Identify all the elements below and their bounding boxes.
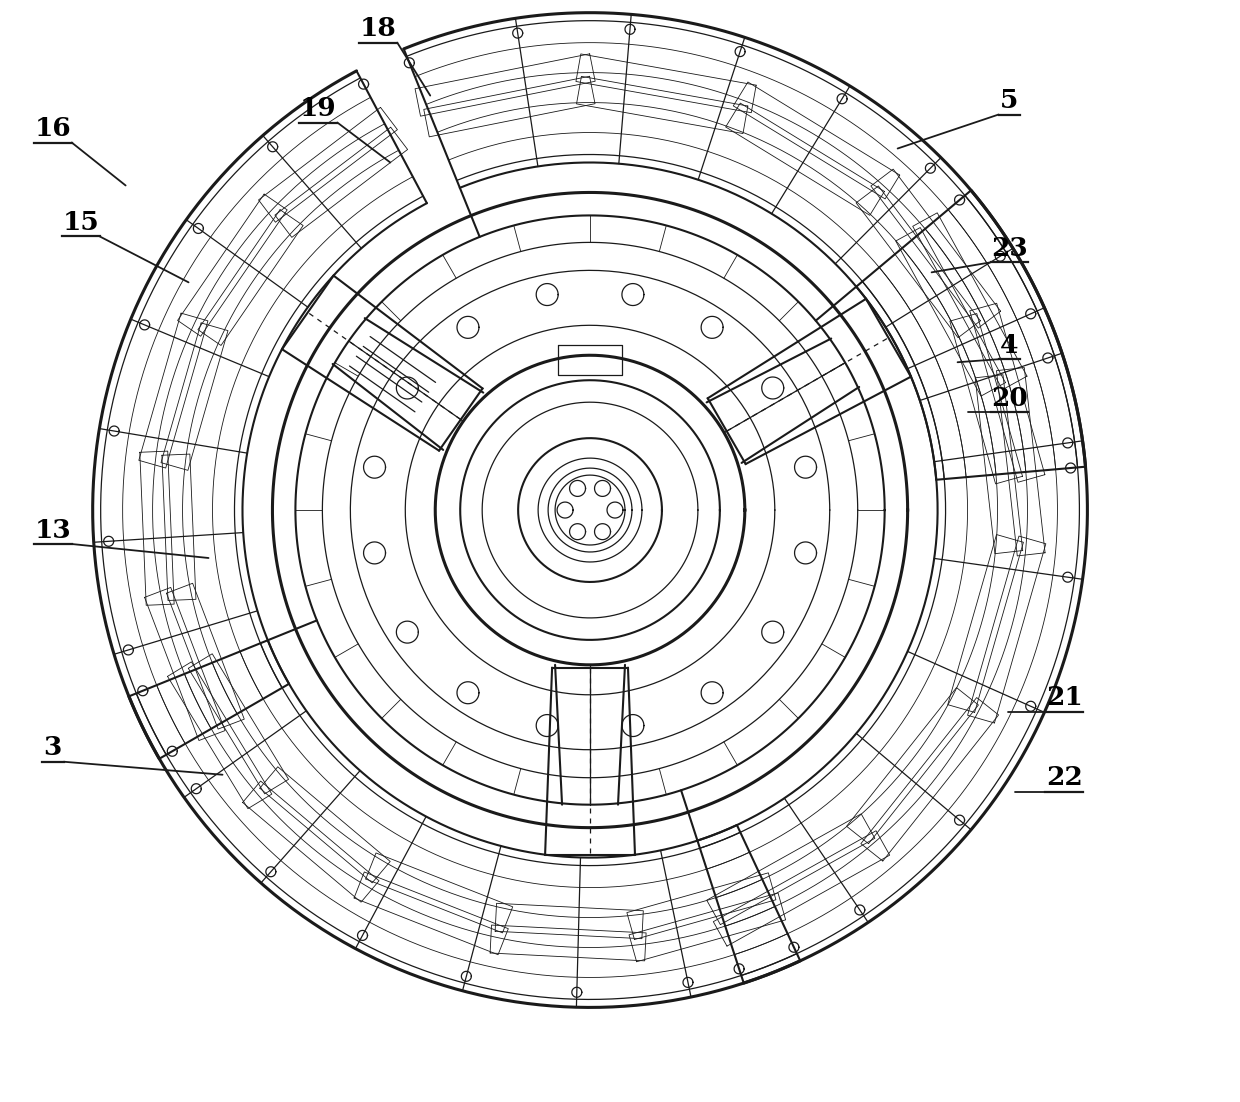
Text: 18: 18 (360, 17, 397, 41)
Text: 21: 21 (1047, 685, 1083, 711)
Text: 15: 15 (62, 209, 99, 235)
Text: 16: 16 (35, 116, 71, 141)
Text: 23: 23 (991, 236, 1028, 261)
Text: 3: 3 (43, 735, 62, 760)
Text: 4: 4 (1001, 333, 1019, 358)
Text: 22: 22 (1047, 765, 1083, 790)
Text: 19: 19 (300, 96, 337, 121)
Text: 5: 5 (1001, 88, 1019, 114)
Text: 20: 20 (991, 386, 1028, 411)
Text: 13: 13 (35, 518, 71, 542)
